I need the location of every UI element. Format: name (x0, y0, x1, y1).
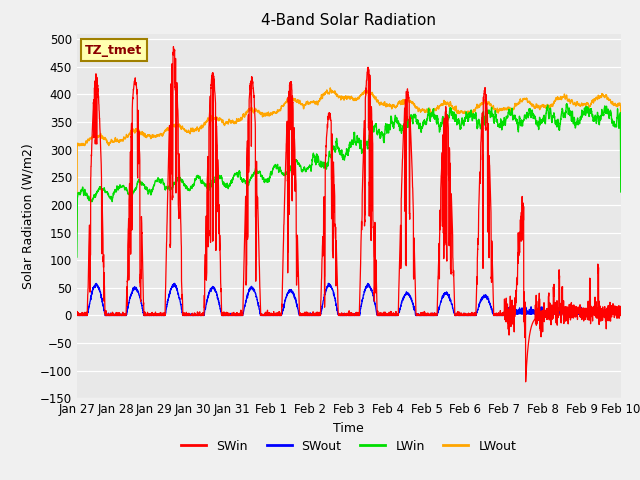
LWin (611, 120, 618, 126)
SWout (73, 312, 81, 318)
Text: TZ_tmet: TZ_tmet (85, 44, 142, 57)
SWin (360, 118, 368, 123)
SWout (429, 312, 437, 318)
LWout (147, 134, 155, 140)
LWout (611, 102, 618, 108)
SWin (611, 315, 618, 321)
LWin (147, 190, 155, 196)
LWin (429, 109, 437, 115)
SWin (429, 312, 437, 318)
X-axis label: Time: Time (333, 422, 364, 435)
SWout (512, 311, 520, 317)
SWout (324, 280, 332, 286)
SWin (512, 303, 520, 309)
Y-axis label: Solar Radiation (W/m2): Solar Radiation (W/m2) (21, 143, 35, 289)
SWout (611, 309, 618, 314)
Title: 4-Band Solar Radiation: 4-Band Solar Radiation (261, 13, 436, 28)
SWout (417, 312, 425, 318)
SWout (617, 311, 625, 317)
SWin (617, 310, 625, 315)
SWin (147, 312, 155, 318)
LWin (563, 101, 571, 107)
SWin (73, 312, 81, 318)
Line: SWin: SWin (77, 47, 621, 382)
LWout (360, 88, 368, 94)
LWout (512, 101, 520, 107)
LWin (360, 145, 368, 151)
LWout (617, 172, 625, 178)
Line: LWout: LWout (77, 88, 621, 232)
Line: LWin: LWin (77, 104, 621, 257)
SWin (417, 310, 425, 315)
LWin (73, 254, 81, 260)
LWin (511, 117, 519, 122)
LWout (326, 85, 334, 91)
LWin (417, 124, 424, 130)
SWin (170, 44, 177, 49)
LWout (417, 108, 425, 114)
SWout (360, 289, 368, 295)
LWout (73, 229, 81, 235)
LWout (429, 106, 437, 112)
SWout (147, 312, 155, 318)
SWin (522, 379, 529, 384)
LWin (617, 189, 625, 195)
Line: SWout: SWout (77, 283, 621, 315)
Legend: SWin, SWout, LWin, LWout: SWin, SWout, LWin, LWout (176, 435, 522, 458)
